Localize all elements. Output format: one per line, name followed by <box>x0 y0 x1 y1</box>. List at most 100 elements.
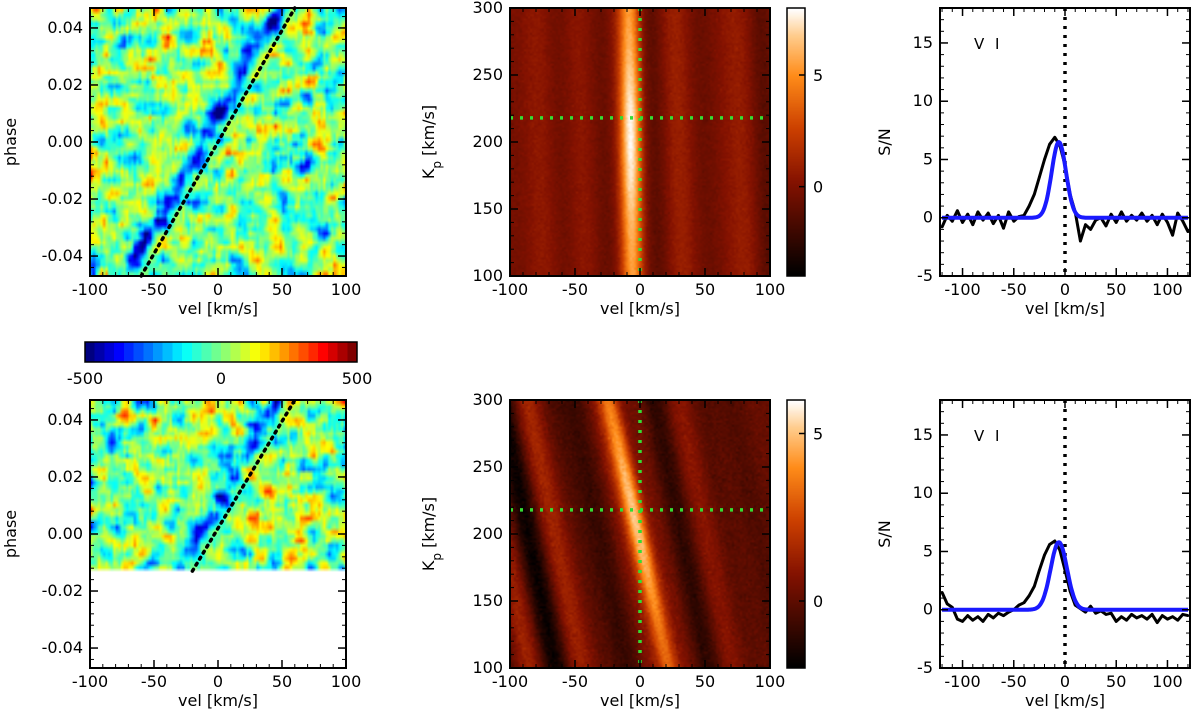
snr-data-point <box>971 223 975 227</box>
x-tick-label: 50 <box>272 672 292 691</box>
y-tick-label: 300 <box>472 0 503 17</box>
y-tick-label: -5 <box>917 266 933 285</box>
x-tick-label: -100 <box>72 280 108 299</box>
snr-data-point <box>981 620 985 623</box>
snr-data-point <box>1079 239 1082 243</box>
y-tick-label: 150 <box>472 591 503 610</box>
snr-data-point <box>1012 219 1016 223</box>
snr-data-point <box>1002 614 1005 617</box>
snr-data-point <box>1027 204 1031 208</box>
x-tick-label: -100 <box>944 672 980 691</box>
x-axis-label: vel [km/s] <box>178 299 258 318</box>
x-tick-label: 100 <box>1152 280 1183 299</box>
snr-data-point <box>1114 620 1118 623</box>
y-label-subscript: p <box>430 553 444 561</box>
trail-colorbar: -500 0 500 <box>67 341 372 388</box>
snr-data-point <box>966 614 969 617</box>
y-tick-label: -5 <box>917 658 933 677</box>
y-tick-label: -0.04 <box>42 246 83 265</box>
y-tick-label: 0.02 <box>47 75 83 94</box>
gaussian-fit-line <box>941 140 1189 220</box>
snr-data-point <box>961 620 964 623</box>
snr-data-point <box>1155 223 1159 227</box>
snr-data-point <box>1109 212 1113 216</box>
y-tick-label: -0.04 <box>42 638 83 657</box>
y-tick-label: 15 <box>913 425 933 444</box>
snr-data-point <box>1166 221 1169 224</box>
y-tick-label: 0 <box>923 600 933 619</box>
snr-data-point <box>1171 233 1174 237</box>
x-tick-label: 0 <box>1060 280 1070 299</box>
snr-data-point <box>1032 585 1036 588</box>
species-annotation: V I <box>974 427 1002 445</box>
y-tick-label: 0.00 <box>47 132 83 151</box>
colorbar-tick-label: 5 <box>813 425 823 444</box>
snr-data-point <box>986 211 990 215</box>
x-tick-label: 0 <box>213 672 223 691</box>
y-tick-label: 10 <box>913 91 933 110</box>
snr-data-point <box>1176 211 1180 215</box>
x-tick-label: -50 <box>562 280 588 299</box>
colorbar-gradient <box>787 8 805 276</box>
snr-data-point <box>1145 219 1149 223</box>
y-tick-label: 100 <box>472 266 503 285</box>
snr-data-point <box>1053 136 1057 139</box>
colorbar-gradient <box>85 342 357 362</box>
x-tick-label: 0 <box>213 280 223 299</box>
snr-data-point <box>1038 175 1041 179</box>
x-tick-label: -100 <box>492 672 528 691</box>
x-tick-label: 100 <box>755 672 786 691</box>
x-tick-label: 100 <box>1152 672 1183 691</box>
snr-data-point <box>1104 613 1108 616</box>
y-label-units: [km/s] <box>419 105 438 161</box>
snr-data-point <box>1145 617 1149 621</box>
snr-data-point <box>961 221 964 224</box>
y-tick-label: 0.04 <box>47 18 83 37</box>
snr-data-point <box>1094 611 1098 615</box>
snr-data-point <box>1181 613 1185 616</box>
snr-data-point <box>1186 614 1190 617</box>
snr-data-point <box>1150 613 1154 616</box>
colorbar-frame <box>84 341 358 363</box>
kp-colorbar-kp_map_top: 05 <box>786 7 823 277</box>
snr-data-point <box>1017 603 1021 607</box>
y-tick-label: 250 <box>472 65 503 84</box>
snr-data-point <box>1053 539 1057 543</box>
x-tick-label: 100 <box>331 280 362 299</box>
snr-data-point <box>1027 594 1031 598</box>
snr-data-point <box>1130 613 1133 616</box>
snr-data-point <box>1032 193 1036 196</box>
snr-data-point <box>1109 611 1113 615</box>
y-tick-label: 10 <box>913 483 933 502</box>
y-label-subscript: p <box>430 161 444 169</box>
gaussian-fit-line <box>941 540 1189 612</box>
y-tick-label: -0.02 <box>42 581 83 600</box>
y-axis-label: S/N <box>875 128 894 156</box>
species-annotation: V I <box>974 35 1002 53</box>
snr-data-point <box>950 219 954 223</box>
snr-data-point <box>1120 615 1123 619</box>
y-tick-label: 200 <box>472 132 503 151</box>
colorbar-frame <box>786 399 806 669</box>
snr-data-point <box>991 616 995 620</box>
snr-data-point <box>1104 224 1108 228</box>
y-axis-label: phase <box>1 510 20 558</box>
x-axis-label: vel [km/s] <box>600 299 680 318</box>
snr-data-point <box>1125 219 1128 223</box>
y-tick-label: 300 <box>472 390 503 409</box>
snr-data-point <box>997 611 1000 615</box>
trail-heatmap-image <box>90 400 346 668</box>
snr-data-point <box>1140 614 1144 617</box>
x-tick-label: -100 <box>944 280 980 299</box>
y-label-main: K <box>419 560 438 571</box>
x-axis-label: vel [km/s] <box>1025 299 1105 318</box>
snr-data-point <box>1186 230 1190 234</box>
colorbar-tick-label: -500 <box>67 369 103 388</box>
y-tick-label: 0.00 <box>47 524 83 543</box>
y-tick-label: 150 <box>472 199 503 218</box>
snr-data-point <box>976 210 980 214</box>
y-label-main: K <box>419 168 438 179</box>
x-tick-label: 100 <box>331 672 362 691</box>
snr-data-point <box>966 212 969 216</box>
